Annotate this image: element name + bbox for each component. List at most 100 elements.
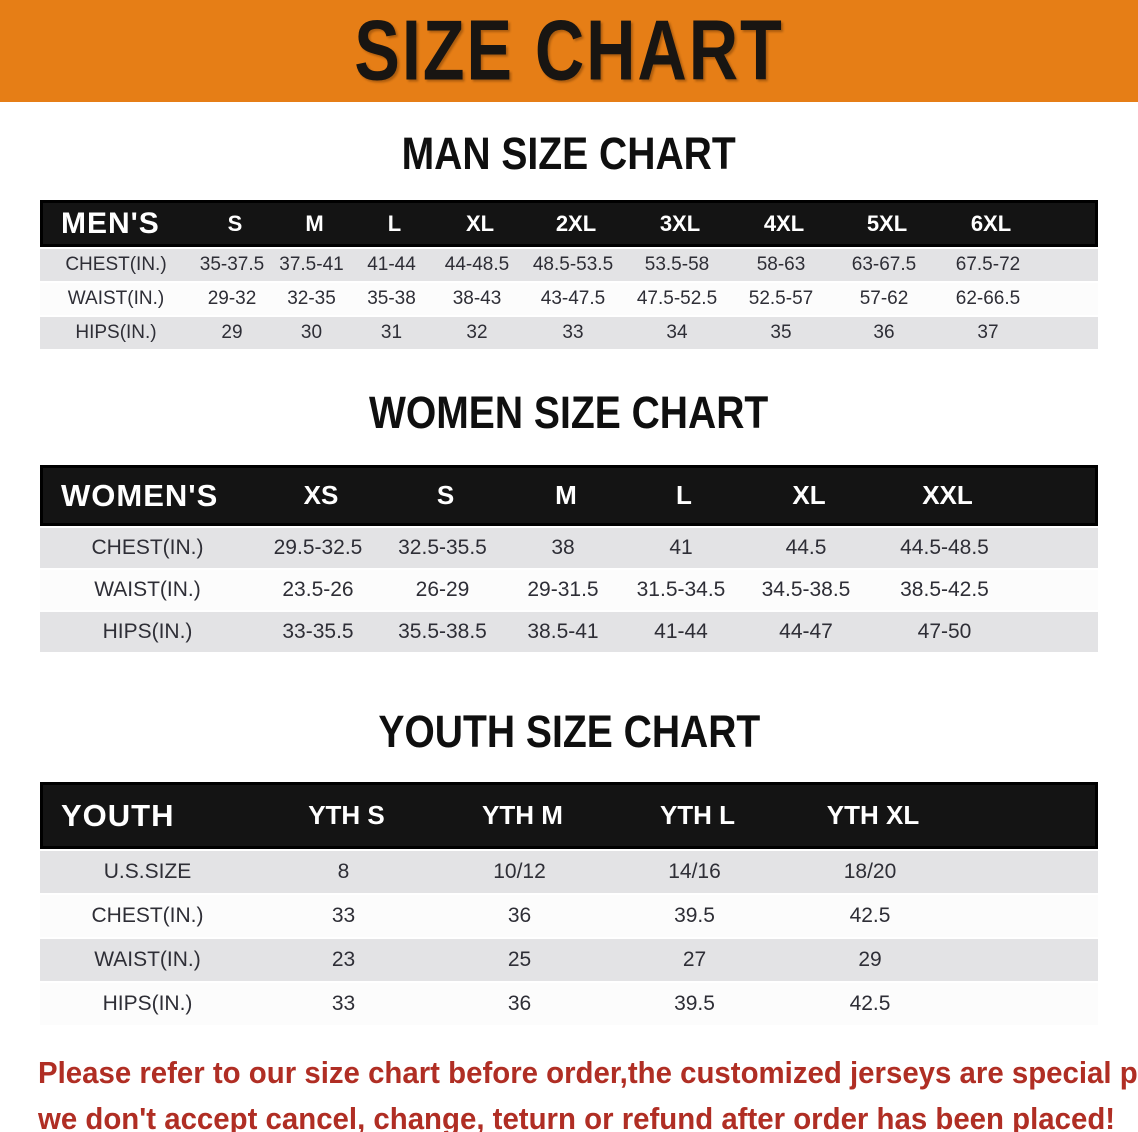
disclaimer-line-1: Please refer to our size chart before or… [38,1056,1138,1091]
table-row: HIPS(IN.) 33-35.5 35.5-38.5 38.5-41 41-4… [40,612,1098,652]
table-cell: 63-67.5 [851,254,917,275]
men-section-heading-text: MAN SIZE CHART [401,128,737,179]
table-row: CHEST(IN.) 35-37.5 37.5-41 41-44 44-48.5… [40,249,1098,281]
men-size-column-header: S [227,210,243,236]
table-cell: 23 [331,948,356,971]
table-cell: 29-32 [207,288,257,309]
youth-size-column-header: YTH S [308,800,385,830]
table-cell: 14/16 [668,860,721,883]
banner-title: SIZE CHART [354,3,784,99]
table-cell: 29 [858,948,882,971]
women-section-heading: WOMEN SIZE CHART [0,387,1138,438]
women-size-table: WOMEN'S XS S M L XL XXL CHEST(IN.) 29.5-… [40,465,1098,652]
women-table-corner-label: WOMEN'S [61,477,219,513]
women-size-column-header: XXL [922,480,973,510]
table-cell: 35-37.5 [199,254,265,275]
table-cell: 52.5-57 [748,288,814,309]
youth-table-corner-label: YOUTH [61,797,175,833]
row-label: U.S.SIZE [103,860,192,883]
women-section-heading-text: WOMEN SIZE CHART [369,387,769,438]
table-cell: 43-47.5 [540,288,606,309]
table-cell: 57-62 [859,288,909,309]
women-size-column-header: S [436,480,455,510]
table-cell: 39.5 [674,992,715,1015]
table-row: U.S.SIZE 8 10/12 14/16 18/20 [40,851,1098,893]
table-row: WAIST(IN.) 23.5-26 26-29 29-31.5 31.5-34… [40,570,1098,610]
disclaimer-text: Please refer to our size chart before or… [0,1051,1138,1132]
youth-size-column-header: YTH XL [826,800,920,830]
men-table-header-row: MEN'S S M L XL 2XL 3XL 4XL 5XL 6XL [40,200,1098,247]
youth-size-column-header: YTH L [659,800,736,830]
women-size-column-header: M [555,480,577,510]
table-cell: 38-43 [452,288,502,309]
table-cell: 44-47 [779,620,833,643]
table-cell: 33 [562,322,584,343]
table-cell: 44.5-48.5 [900,536,989,559]
table-cell: 33 [331,904,356,927]
table-cell: 44-48.5 [444,254,510,275]
table-cell: 38 [551,536,575,559]
size-chart-banner: SIZE CHART [0,0,1138,102]
table-cell: 30 [300,322,323,343]
table-cell: 42.5 [849,904,891,927]
table-cell: 41 [669,536,693,559]
table-row: WAIST(IN.) 29-32 32-35 35-38 38-43 43-47… [40,283,1098,315]
table-cell: 38.5-42.5 [900,578,989,601]
men-size-column-header: 3XL [659,210,701,236]
women-table-header-row: WOMEN'S XS S M L XL XXL [40,465,1098,526]
table-cell: 25 [507,948,532,971]
table-cell: 37 [977,322,999,343]
table-cell: 32-35 [287,288,336,309]
women-size-column-header: XS [303,480,339,510]
women-size-column-header: L [676,480,692,510]
table-cell: 18/20 [843,860,897,883]
table-cell: 34 [666,322,688,343]
disclaimer-line-2: we don't accept cancel, change, teturn o… [38,1102,1116,1132]
table-cell: 31.5-34.5 [636,578,726,601]
table-cell: 26-29 [415,578,470,601]
row-label: CHEST(IN.) [91,904,204,927]
table-cell: 29.5-32.5 [273,536,363,559]
men-size-column-header: XL [465,210,495,236]
table-cell: 38.5-41 [527,620,599,643]
table-cell: 44.5 [785,536,827,559]
women-size-column-header: XL [792,480,826,510]
table-cell: 36 [507,992,532,1015]
men-size-column-header: 2XL [555,210,597,236]
youth-section-heading: YOUTH SIZE CHART [0,706,1138,757]
men-size-column-header: M [305,210,324,236]
table-cell: 8 [337,860,350,883]
table-cell: 29-31.5 [527,578,599,601]
table-row: WAIST(IN.) 23 25 27 29 [40,939,1098,981]
table-cell: 33 [331,992,356,1015]
table-cell: 39.5 [674,904,715,927]
table-cell: 36 [507,904,532,927]
men-section-heading: MAN SIZE CHART [0,128,1138,179]
table-cell: 32.5-35.5 [398,536,487,559]
row-label: CHEST(IN.) [65,254,167,275]
men-size-column-header: 5XL [866,210,908,236]
row-label: HIPS(IN.) [102,620,193,643]
row-label: WAIST(IN.) [94,948,201,971]
table-cell: 42.5 [849,992,891,1015]
table-row: HIPS(IN.) 29 30 31 32 33 34 35 36 37 [40,317,1098,349]
men-size-column-header: 6XL [970,210,1012,236]
table-cell: 35 [770,322,792,343]
men-table-corner-label: MEN'S [61,206,160,240]
table-cell: 32 [466,322,488,343]
table-row: HIPS(IN.) 33 36 39.5 42.5 [40,983,1098,1025]
table-cell: 41-44 [367,254,416,275]
table-cell: 67.5-72 [955,254,1021,275]
youth-table-header-row: YOUTH YTH S YTH M YTH L YTH XL [40,782,1098,849]
row-label: HIPS(IN.) [102,992,193,1015]
men-size-column-header: L [387,210,402,236]
table-cell: 36 [873,322,895,343]
table-cell: 35-38 [367,288,416,309]
table-cell: 48.5-53.5 [532,254,614,275]
men-size-column-header: 4XL [763,210,805,236]
table-row: CHEST(IN.) 33 36 39.5 42.5 [40,895,1098,937]
table-row: CHEST(IN.) 29.5-32.5 32.5-35.5 38 41 44.… [40,528,1098,568]
youth-size-column-header: YTH M [482,800,563,830]
table-cell: 10/12 [493,860,546,883]
table-cell: 34.5-38.5 [761,578,851,601]
